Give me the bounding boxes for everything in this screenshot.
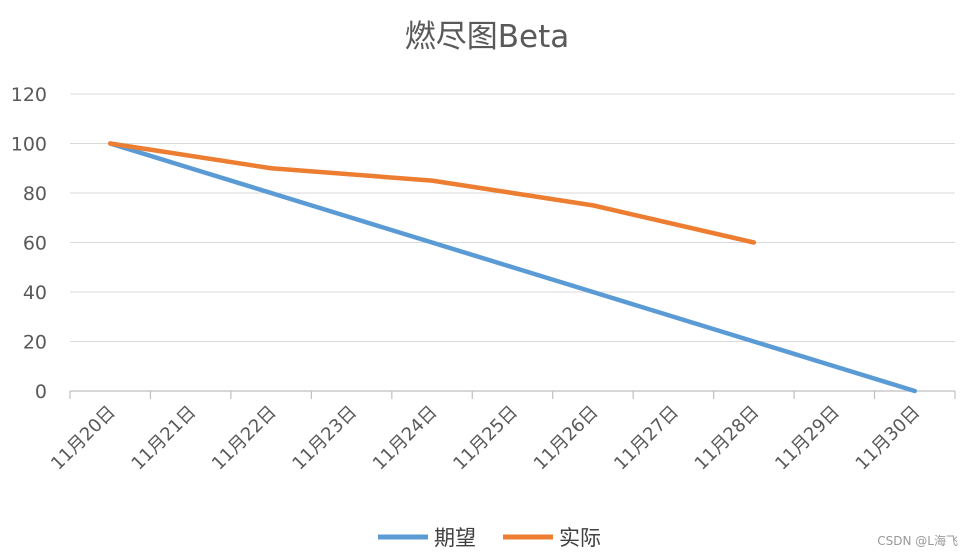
series-line: [107, 141, 918, 394]
chart-title: 燃尽图Beta: [405, 19, 570, 55]
x-tick-label: 11月29日: [771, 402, 844, 475]
series-line: [107, 141, 757, 245]
legend-label: 期望: [434, 526, 476, 550]
x-tick-label: 11月26日: [530, 402, 603, 475]
x-axis: 11月20日 11月21日 11月22日 11月23日 11月24日 11月25日 11月2…: [47, 390, 956, 475]
x-tick-label: 11月21日: [128, 402, 201, 475]
x-tick-label: 11月25日: [449, 402, 522, 475]
y-axis-ticks: 0 20 40 60 80 100 120: [11, 84, 47, 403]
x-tick-label: 11月28日: [691, 402, 764, 475]
y-tick-label: 100: [11, 134, 47, 156]
x-tick-label: 11月30日: [852, 402, 925, 475]
x-tick-label: 11月27日: [610, 402, 683, 475]
y-tick-label: 60: [23, 233, 47, 255]
legend: 期望 实际: [378, 526, 601, 550]
y-tick-label: 20: [23, 332, 47, 354]
x-tick-label: 11月20日: [47, 402, 120, 475]
x-tick-label: 11月23日: [288, 402, 361, 475]
series-lines: [107, 141, 918, 394]
watermark: CSDN @L海飞: [877, 533, 958, 548]
y-tick-label: 40: [23, 282, 47, 304]
legend-label: 实际: [559, 526, 601, 550]
gridlines: [70, 93, 955, 342]
y-tick-label: 80: [23, 183, 47, 205]
y-tick-label: 120: [11, 84, 47, 106]
x-tick-label: 11月22日: [208, 402, 281, 475]
y-tick-label: 0: [35, 381, 47, 403]
x-tick-label: 11月24日: [369, 402, 442, 475]
